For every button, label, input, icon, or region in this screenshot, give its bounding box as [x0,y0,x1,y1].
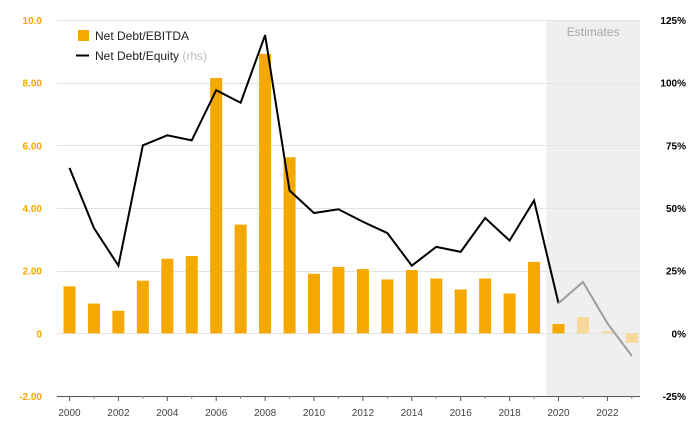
x-tick-label: 2018 [498,408,521,419]
bar-2010 [308,273,320,334]
x-tick-label: 2016 [450,408,473,419]
bar-2002 [112,310,125,334]
bar-2000 [63,286,76,334]
line-net-debt-equity-actual [68,34,560,304]
y-left-tick-label: 0 [36,329,42,340]
legend-label-net-debt-equity-name: Net Debt/Equity [95,49,179,63]
x-tick-label: 2004 [156,408,179,419]
x-tick-label: 2002 [107,408,130,419]
estimates-label: Estimates [567,25,620,39]
axes: 2000 2002 2004 2006 2008 2010 2012 2014 2016 2018… [19,16,686,419]
legend-label-rhs: (rhs) [182,49,207,63]
y-right-tick-label: 0% [672,329,687,340]
bar-2008 [259,53,272,334]
bar-2014 [405,270,418,334]
bar-2004 [161,258,174,334]
y-right-tick-label: 125% [660,16,686,27]
bar-2006 [210,77,223,334]
y-left-tick-label: 10.0 [23,16,43,27]
y-right-tick-label: -25% [663,392,686,403]
y-right-tick-label: 50% [666,204,686,215]
bar-2005 [185,255,198,334]
legend: Net Debt/EBITDA Net Debt/Equity (rhs) [76,29,207,63]
y-left-tick-label: 6.00 [23,141,43,152]
line-net-debt-equity-estimate [557,280,633,357]
x-tick-label: 2020 [547,408,570,419]
bar-2019 [528,261,541,334]
bar-2021 [576,317,589,334]
bar-2017 [479,278,492,334]
bar-2007 [234,224,247,334]
x-tick-label: 2010 [303,408,326,419]
y-left-tick-label: 4.00 [23,204,43,215]
y-right-tick-label: 75% [666,141,686,152]
legend-label-net-debt-equity: Net Debt/Equity (rhs) [95,49,207,63]
bar-2023 [625,333,638,343]
legend-label-net-debt-ebitda: Net Debt/EBITDA [95,29,189,43]
bar-2012 [356,269,369,334]
y-right-tick-label: 25% [666,267,686,278]
bar-2018 [503,293,516,334]
bars-net-debt-ebitda [63,53,638,343]
bar-2009 [283,157,296,334]
x-tick-label: 2022 [596,408,619,419]
bar-2016 [454,289,467,334]
x-tick-label: 2006 [205,408,228,419]
bar-2022 [601,331,614,334]
y-left-tick-label: -2.00 [19,392,42,403]
bar-2003 [136,280,149,334]
y-right-tick-label: 100% [660,79,686,90]
bar-2011 [332,266,345,334]
bar-2020 [552,323,565,334]
y-left-tick-label: 2.00 [23,267,43,278]
bar-2015 [430,278,443,334]
bar-2001 [87,303,100,334]
x-tick-label: 2008 [254,408,277,419]
x-tick-label: 2000 [58,408,81,419]
x-tick-label: 2014 [401,408,424,419]
x-tick-label: 2012 [352,408,375,419]
line-net-debt-equity [68,34,633,357]
legend-swatch-bar [78,30,89,41]
bar-2013 [381,279,394,334]
y-left-tick-label: 8.00 [23,79,43,90]
